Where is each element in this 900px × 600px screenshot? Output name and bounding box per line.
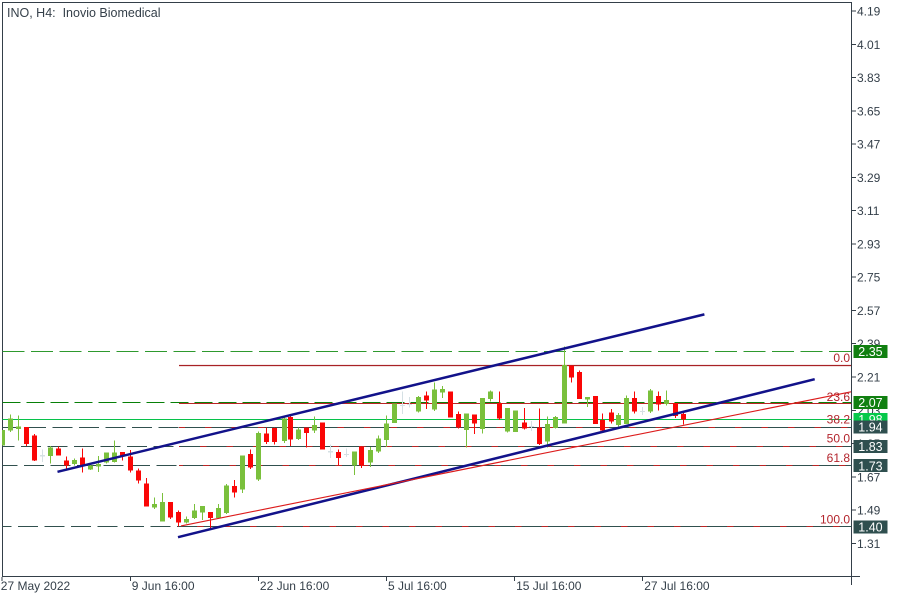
svg-text:61.8: 61.8 — [827, 451, 851, 465]
svg-text:22 Jun 16:00: 22 Jun 16:00 — [260, 579, 330, 593]
svg-text:2.57: 2.57 — [857, 304, 881, 318]
svg-text:2.35: 2.35 — [858, 345, 882, 359]
svg-text:27 Jul 16:00: 27 Jul 16:00 — [644, 579, 710, 593]
svg-text:2.75: 2.75 — [857, 271, 881, 285]
svg-text:23.6: 23.6 — [827, 390, 851, 404]
svg-text:3.11: 3.11 — [857, 204, 880, 218]
svg-text:1.40: 1.40 — [858, 521, 882, 535]
svg-text:27 May 2022: 27 May 2022 — [1, 579, 71, 593]
svg-text:2.07: 2.07 — [858, 396, 882, 410]
svg-text:38.2: 38.2 — [827, 413, 851, 427]
svg-text:1.94: 1.94 — [858, 421, 882, 435]
svg-text:3.29: 3.29 — [857, 171, 881, 185]
svg-text:1.67: 1.67 — [857, 470, 881, 484]
svg-text:3.83: 3.83 — [857, 71, 881, 85]
svg-text:1.83: 1.83 — [858, 440, 882, 454]
svg-text:1.31: 1.31 — [857, 537, 881, 551]
svg-text:2.93: 2.93 — [857, 237, 881, 251]
svg-text:INO, H4: Inovio Biomedical: INO, H4: Inovio Biomedical — [7, 6, 161, 20]
svg-text:0.0: 0.0 — [833, 351, 850, 365]
svg-text:100.0: 100.0 — [820, 512, 850, 526]
svg-text:9 Jun 16:00: 9 Jun 16:00 — [132, 579, 195, 593]
svg-text:2.21: 2.21 — [857, 371, 881, 385]
svg-text:4.01: 4.01 — [857, 38, 881, 52]
svg-text:3.65: 3.65 — [857, 104, 881, 118]
svg-text:1.49: 1.49 — [857, 504, 881, 518]
svg-text:3.47: 3.47 — [857, 138, 881, 152]
svg-text:50.0: 50.0 — [827, 432, 851, 446]
svg-text:4.19: 4.19 — [857, 5, 881, 19]
svg-text:5 Jul 16:00: 5 Jul 16:00 — [388, 579, 447, 593]
svg-text:15 Jul 16:00: 15 Jul 16:00 — [516, 579, 582, 593]
svg-text:1.73: 1.73 — [858, 459, 882, 473]
